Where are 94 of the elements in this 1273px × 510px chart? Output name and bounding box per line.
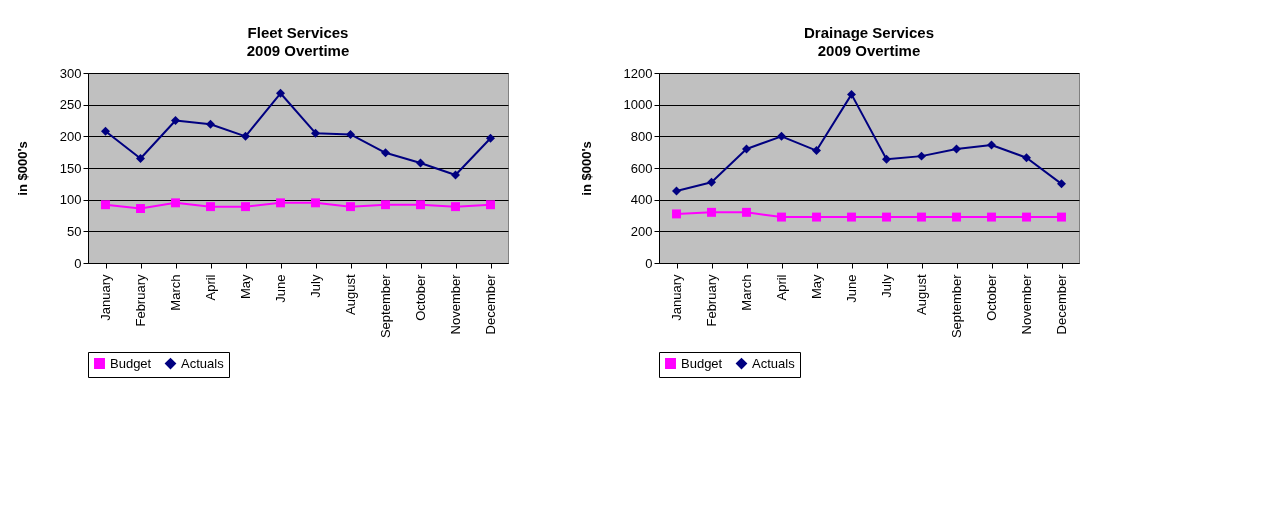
point	[847, 212, 856, 222]
x-tick-label: February	[704, 274, 719, 327]
x-tick-label: May	[238, 274, 253, 300]
y-tick-label: 200	[630, 223, 653, 239]
y-tick-label: 1200	[623, 65, 653, 81]
x-tick-label: April	[203, 274, 218, 301]
y-tick-label: 50	[67, 223, 82, 239]
point	[451, 202, 460, 212]
point	[707, 207, 716, 217]
y-tick-label: 250	[59, 97, 82, 113]
x-tick-label: September	[378, 273, 393, 339]
point	[917, 151, 926, 161]
x-tick-label: October	[413, 273, 428, 321]
point	[1057, 212, 1066, 222]
point	[206, 202, 215, 212]
point	[346, 129, 355, 139]
point	[847, 89, 856, 99]
point	[136, 204, 145, 214]
point	[346, 202, 355, 212]
x-tick-label: August	[343, 274, 358, 315]
x-tick-label: July	[308, 274, 323, 298]
y-tick-label: 0	[645, 255, 653, 271]
point	[812, 212, 821, 222]
legend-label: Budget	[110, 355, 152, 371]
point	[311, 198, 320, 208]
x-tick-label: November	[1019, 273, 1034, 335]
point	[206, 119, 215, 129]
y-axis-title: in $000's	[14, 141, 30, 196]
chart-subtitle: 2009 Overtime	[817, 42, 921, 59]
y-tick-label: 400	[630, 192, 653, 208]
point	[136, 154, 145, 163]
x-tick-label: November	[448, 273, 463, 335]
chart-title: Drainage Services	[803, 24, 935, 41]
x-tick-label: May	[809, 274, 824, 300]
x-tick-label: March	[739, 274, 754, 311]
x-tick-label: March	[168, 274, 183, 311]
point	[1057, 179, 1066, 189]
point	[451, 170, 460, 180]
y-tick-label: 600	[630, 160, 653, 176]
x-tick-label: January	[669, 274, 684, 321]
point	[381, 148, 390, 158]
point	[171, 198, 180, 208]
point	[882, 212, 891, 222]
point	[917, 212, 926, 222]
x-tick-label: June	[844, 274, 859, 303]
point	[1022, 212, 1031, 222]
point	[952, 212, 961, 222]
y-tick-label: 0	[74, 255, 82, 271]
legend-label: Budget	[681, 355, 723, 371]
y-tick-label: 1000	[623, 97, 653, 113]
x-tick-label: December	[483, 273, 498, 335]
legend-label: Actuals	[752, 355, 796, 371]
point	[416, 200, 425, 210]
y-tick-label: 200	[59, 128, 82, 144]
point	[486, 200, 495, 210]
point	[241, 131, 250, 141]
chart-title: Fleet Services	[247, 24, 349, 41]
point	[777, 212, 786, 222]
point	[311, 128, 320, 138]
point	[672, 186, 681, 196]
point	[777, 131, 786, 141]
x-tick-label: January	[98, 274, 113, 321]
y-tick-label: 300	[59, 65, 82, 81]
y-tick-label: 150	[59, 160, 82, 176]
point	[171, 116, 180, 125]
point	[1022, 153, 1031, 163]
point	[987, 212, 996, 222]
y-tick-label: 100	[59, 192, 82, 208]
x-tick-label: April	[774, 274, 789, 301]
point	[987, 140, 996, 150]
point	[101, 126, 110, 136]
point	[882, 154, 891, 164]
point	[742, 207, 751, 217]
point	[241, 202, 250, 212]
point	[381, 200, 390, 210]
point	[276, 88, 285, 98]
x-tick-label: August	[914, 274, 929, 315]
x-tick-label: June	[273, 274, 288, 303]
x-tick-label: July	[879, 274, 894, 298]
point	[672, 209, 681, 219]
x-tick-label: October	[984, 273, 999, 321]
point	[416, 158, 425, 168]
chart-subtitle: 2009 Overtime	[246, 42, 350, 59]
x-tick-label: December	[1054, 273, 1069, 335]
legend-label: Actuals	[181, 355, 225, 371]
x-tick-label: September	[949, 273, 964, 339]
point	[812, 146, 821, 156]
point	[707, 177, 716, 187]
point	[486, 133, 495, 143]
point	[276, 198, 285, 208]
point	[101, 200, 110, 210]
x-tick-label: February	[133, 274, 148, 327]
y-axis-title: in $000's	[578, 141, 594, 196]
y-tick-label: 800	[630, 128, 653, 144]
